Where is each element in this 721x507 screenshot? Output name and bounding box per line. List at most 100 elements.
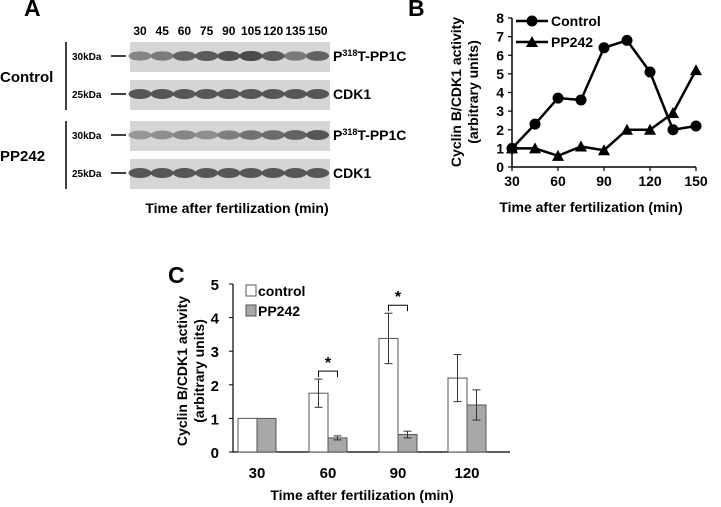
blot-label: CDK1 bbox=[333, 86, 371, 102]
bar-pp242 bbox=[256, 417, 277, 453]
x-tick-label: 120 bbox=[454, 465, 479, 482]
significance-star: * bbox=[395, 289, 402, 306]
panel-c-ylabel: Cyclin B/CDK1 activity bbox=[174, 296, 190, 446]
x-tick-label: 30 bbox=[249, 465, 266, 482]
blot-band bbox=[261, 89, 285, 99]
legend-label-pp242: PP242 bbox=[258, 303, 300, 319]
data-point-circle bbox=[529, 118, 541, 130]
data-point-triangle bbox=[552, 149, 564, 161]
data-point-circle bbox=[667, 124, 679, 136]
blot-band bbox=[150, 89, 174, 99]
y-tick-label: 8 bbox=[496, 10, 504, 26]
data-point-triangle bbox=[621, 123, 633, 135]
timepoint-label: 45 bbox=[156, 24, 170, 38]
data-point-triangle bbox=[526, 36, 538, 47]
y-tick-label: 6 bbox=[496, 47, 504, 63]
data-point-circle bbox=[598, 42, 610, 54]
blot-band bbox=[217, 168, 241, 178]
data-point-circle bbox=[526, 15, 538, 27]
data-point-circle bbox=[575, 94, 587, 106]
data-point-circle bbox=[621, 34, 633, 46]
data-point-triangle bbox=[667, 106, 679, 118]
y-tick-label: 5 bbox=[496, 66, 504, 82]
x-tick-label: 30 bbox=[504, 173, 520, 189]
y-tick-label: 3 bbox=[496, 103, 504, 119]
blot-band bbox=[261, 168, 285, 178]
molecular-weight-marker: 30kDa bbox=[72, 131, 102, 142]
y-tick-label: 3 bbox=[211, 344, 219, 361]
timepoint-label: 75 bbox=[200, 24, 214, 38]
x-tick-label: 60 bbox=[320, 465, 337, 482]
blot-label: CDK1 bbox=[333, 165, 371, 181]
blot-band bbox=[150, 130, 174, 140]
blot-band bbox=[239, 130, 263, 140]
x-tick-label: 120 bbox=[638, 173, 662, 189]
blot-band bbox=[239, 168, 263, 178]
y-tick-label: 2 bbox=[211, 378, 219, 395]
blot-band bbox=[128, 89, 152, 99]
x-tick-label: 90 bbox=[390, 465, 407, 482]
timepoint-label: 135 bbox=[285, 24, 305, 38]
y-tick-label: 0 bbox=[211, 445, 219, 462]
molecular-weight-marker: 25kDa bbox=[72, 169, 102, 180]
molecular-weight-marker: 25kDa bbox=[72, 90, 102, 101]
blot-band bbox=[283, 130, 307, 140]
panel-letter-a: A bbox=[24, 0, 41, 21]
panel-a-xlabel: Time after fertilization (min) bbox=[145, 200, 328, 216]
panel-c-ylabel-units: (arbitrary units) bbox=[191, 319, 207, 422]
blot-band bbox=[261, 51, 285, 61]
blot-band bbox=[128, 130, 152, 140]
blot-band bbox=[195, 168, 219, 178]
legend-swatch-control bbox=[245, 284, 257, 297]
timepoint-label: 120 bbox=[263, 24, 283, 38]
blot-band bbox=[128, 51, 152, 61]
blot-band bbox=[217, 89, 241, 99]
data-point-circle bbox=[690, 120, 702, 132]
panel-b-ylabel: Cyclin B/CDK1 activity bbox=[448, 17, 464, 167]
blot-band bbox=[283, 168, 307, 178]
blot-band bbox=[195, 89, 219, 99]
blot-band bbox=[306, 130, 330, 140]
blot-band bbox=[172, 51, 196, 61]
molecular-weight-marker: 30kDa bbox=[72, 52, 102, 63]
data-point-circle bbox=[644, 66, 656, 78]
y-tick-label: 4 bbox=[211, 311, 220, 328]
blot-label: P318T-PP1C bbox=[333, 48, 406, 64]
y-tick-label: 1 bbox=[211, 411, 219, 428]
timepoint-label: 105 bbox=[241, 24, 261, 38]
blot-band bbox=[128, 168, 152, 178]
y-tick-label: 7 bbox=[496, 29, 504, 45]
data-point-triangle bbox=[690, 64, 702, 76]
blot-band bbox=[172, 89, 196, 99]
panel-c-xlabel: Time after fertilization (min) bbox=[270, 487, 453, 503]
legend-label-pp242: PP242 bbox=[551, 34, 593, 50]
legend-label-control: control bbox=[258, 283, 305, 299]
significance-bracket bbox=[388, 304, 408, 312]
x-tick-label: 150 bbox=[684, 173, 708, 189]
blot-band bbox=[306, 168, 330, 178]
timepoint-label: 90 bbox=[222, 24, 236, 38]
timepoint-label: 30 bbox=[133, 24, 147, 38]
blot-band bbox=[150, 168, 174, 178]
y-tick-label: 0 bbox=[496, 159, 504, 175]
x-tick-label: 60 bbox=[550, 173, 566, 189]
data-point-triangle bbox=[644, 123, 656, 135]
blot-band bbox=[172, 168, 196, 178]
blot-band bbox=[217, 130, 241, 140]
panel-letter-b: B bbox=[408, 0, 425, 21]
legend-label-control: Control bbox=[551, 13, 601, 29]
blot-band bbox=[195, 130, 219, 140]
significance-bracket bbox=[318, 370, 338, 378]
blot-band bbox=[283, 51, 307, 61]
data-point-triangle bbox=[598, 144, 610, 156]
group-label-pp242: PP242 bbox=[0, 148, 45, 165]
y-tick-label: 1 bbox=[496, 140, 504, 156]
data-point-triangle bbox=[575, 140, 587, 152]
group-label-control: Control bbox=[0, 69, 53, 86]
panel-b-ylabel-units: (arbitrary units) bbox=[465, 40, 481, 143]
blot-band bbox=[150, 51, 174, 61]
blot-band bbox=[195, 51, 219, 61]
